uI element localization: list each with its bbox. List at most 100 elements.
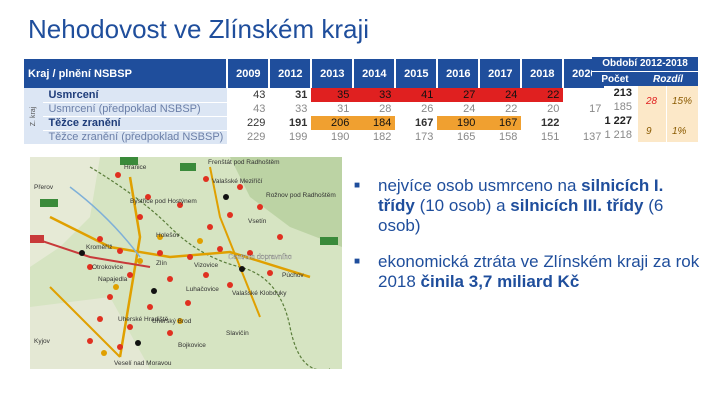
year-header: 2014 bbox=[353, 59, 397, 88]
bullet-item: ■ nejvíce osob usmrceno na silnicích I. … bbox=[354, 176, 704, 236]
town-label: Holešov bbox=[156, 232, 180, 239]
table-cell: 151 bbox=[540, 131, 560, 143]
diff-value: 1% bbox=[672, 126, 687, 137]
diff-column-label: Rozdíl bbox=[653, 74, 683, 85]
diff-value: 9 bbox=[646, 126, 652, 137]
table-cell: 20 bbox=[547, 103, 560, 115]
town-label: Bystřice pod Hostýnem bbox=[130, 198, 197, 205]
period-header: Období 2012-2018 bbox=[592, 57, 698, 71]
table-row: Usmrcení (předpoklad NSBSP) 43 33 31 28 … bbox=[24, 102, 605, 117]
table-cell: 199 bbox=[288, 131, 308, 143]
year-header: 2013 bbox=[311, 59, 355, 88]
diff-column: 28 15% 9 1% bbox=[638, 86, 698, 142]
town-label: Otrokovice bbox=[92, 264, 123, 271]
region-side-label: Z. kraj bbox=[24, 88, 44, 144]
accident-map: Frenštát pod Radhoštěm Valašské Meziříčí… bbox=[30, 157, 342, 369]
year-header: 2009 bbox=[227, 59, 271, 88]
table-cell: 35 bbox=[311, 88, 354, 102]
bullet-text: ekonomická ztráta ve Zlínském kraji za r… bbox=[378, 252, 700, 291]
count-value: 213 bbox=[613, 87, 632, 99]
table-cell: 27 bbox=[437, 88, 480, 102]
count-column: 213 185 1 227 1 218 bbox=[592, 86, 632, 142]
table-cell: 22 bbox=[505, 103, 518, 115]
town-label: Bojkovice bbox=[178, 342, 206, 349]
map-canvas: Frenštát pod Radhoštěm Valašské Meziříčí… bbox=[30, 157, 342, 369]
table-cell: 28 bbox=[379, 103, 392, 115]
town-label: Vizovice bbox=[194, 262, 218, 269]
town-label: Vsetín bbox=[248, 218, 267, 225]
count-value: 1 227 bbox=[604, 115, 632, 127]
table-cell: 122 bbox=[521, 116, 564, 130]
town-label: Frenštát pod Radhoštěm bbox=[208, 159, 280, 166]
year-header: 2018 bbox=[521, 59, 565, 88]
table-cell: 165 bbox=[456, 131, 476, 143]
town-label: Kyjov bbox=[34, 338, 51, 345]
bullet-text: nejvíce osob usmrceno na silnicích I. tř… bbox=[378, 176, 664, 235]
map-center-label: Centrum dopravního bbox=[228, 254, 292, 261]
town-label: Uherský Brod bbox=[152, 318, 192, 325]
bullet-square-icon: ■ bbox=[354, 256, 361, 267]
table-cell: 22 bbox=[521, 88, 564, 102]
diff-value: 15% bbox=[672, 96, 693, 107]
table-cell: 26 bbox=[421, 103, 434, 115]
table-cell: 41 bbox=[395, 88, 438, 102]
bullet-item: ■ ekonomická ztráta ve Zlínském kraji za… bbox=[354, 252, 704, 292]
divider bbox=[666, 86, 667, 142]
table-cell: 24 bbox=[479, 88, 522, 102]
table-cell: 43 bbox=[253, 103, 266, 115]
count-value: 1 218 bbox=[604, 129, 632, 141]
table-cell: 190 bbox=[330, 131, 350, 143]
table-cell: 17 bbox=[589, 103, 602, 115]
table-cell: 31 bbox=[337, 103, 350, 115]
year-header: 2015 bbox=[395, 59, 439, 88]
bullet-square-icon: ■ bbox=[354, 180, 361, 191]
table-header-label: Kraj / plnění NSBSP bbox=[24, 59, 229, 88]
table-row: Z. kraj Usmrcení 43 31 35 33 41 27 24 22 bbox=[24, 88, 605, 144]
town-label: Zlín bbox=[156, 260, 167, 267]
count-value: 185 bbox=[613, 101, 632, 113]
table-cell: 190 bbox=[437, 116, 480, 130]
town-label: Rožnov pod Radhoštěm bbox=[266, 192, 336, 199]
table-row: Těžce zranění 229 191 206 184 167 190 16… bbox=[24, 116, 605, 131]
table-cell: 229 bbox=[246, 131, 266, 143]
town-label: Napajedla bbox=[98, 276, 128, 283]
diff-value: 28 bbox=[646, 96, 658, 107]
page-title: Nehodovost ve Zlínském kraji bbox=[28, 14, 370, 44]
table-cell: 137 bbox=[582, 131, 602, 143]
year-header: 2012 bbox=[269, 59, 313, 88]
town-label: Veselí nad Moravou bbox=[114, 360, 172, 367]
town-label: Púchov bbox=[282, 272, 304, 279]
row-label: Těžce zranění (předpoklad NSBSP) bbox=[43, 130, 228, 145]
accident-table: Kraj / plnění NSBSP 2009 2012 2013 2014 … bbox=[24, 59, 607, 145]
town-label: Hranice bbox=[124, 164, 147, 171]
table-row: Těžce zranění (předpoklad NSBSP) 229 199… bbox=[24, 130, 605, 145]
row-label: Těžce zranění bbox=[43, 116, 228, 131]
row-label: Usmrcení (předpoklad NSBSP) bbox=[43, 102, 228, 117]
table-cell: 173 bbox=[414, 131, 434, 143]
town-label: Valašské Klobouky bbox=[232, 290, 287, 297]
table-cell: 184 bbox=[353, 116, 396, 130]
town-label: Uherské Hradiště bbox=[118, 316, 169, 323]
town-label: Slavičín bbox=[226, 330, 249, 337]
table-cell: 33 bbox=[295, 103, 308, 115]
table-cell: 24 bbox=[463, 103, 476, 115]
table-cell: 31 bbox=[295, 89, 308, 101]
table-cell: 167 bbox=[395, 116, 438, 130]
bullet-list: ■ nejvíce osob usmrceno na silnicích I. … bbox=[354, 176, 704, 308]
year-header: 2016 bbox=[437, 59, 481, 88]
table-cell: 43 bbox=[253, 89, 266, 101]
table-cell: 206 bbox=[311, 116, 354, 130]
table-cell: 167 bbox=[479, 116, 522, 130]
table-cell: 182 bbox=[372, 131, 392, 143]
row-label: Usmrcení bbox=[43, 88, 228, 103]
accident-points bbox=[79, 172, 283, 356]
table-cell: 33 bbox=[353, 88, 396, 102]
table-cell: 229 bbox=[246, 117, 266, 129]
period-body: 213 185 1 227 1 218 28 15% 9 1% bbox=[592, 86, 698, 142]
table-cell: 158 bbox=[498, 131, 518, 143]
town-label: Valašské Meziříčí bbox=[212, 178, 263, 185]
period-subheader: Počet Rozdíl bbox=[592, 71, 698, 86]
year-header: 2017 bbox=[479, 59, 523, 88]
table-cell: 191 bbox=[288, 117, 308, 129]
period-summary-table: Období 2012-2018 Počet Rozdíl 213 185 1 … bbox=[592, 57, 698, 142]
